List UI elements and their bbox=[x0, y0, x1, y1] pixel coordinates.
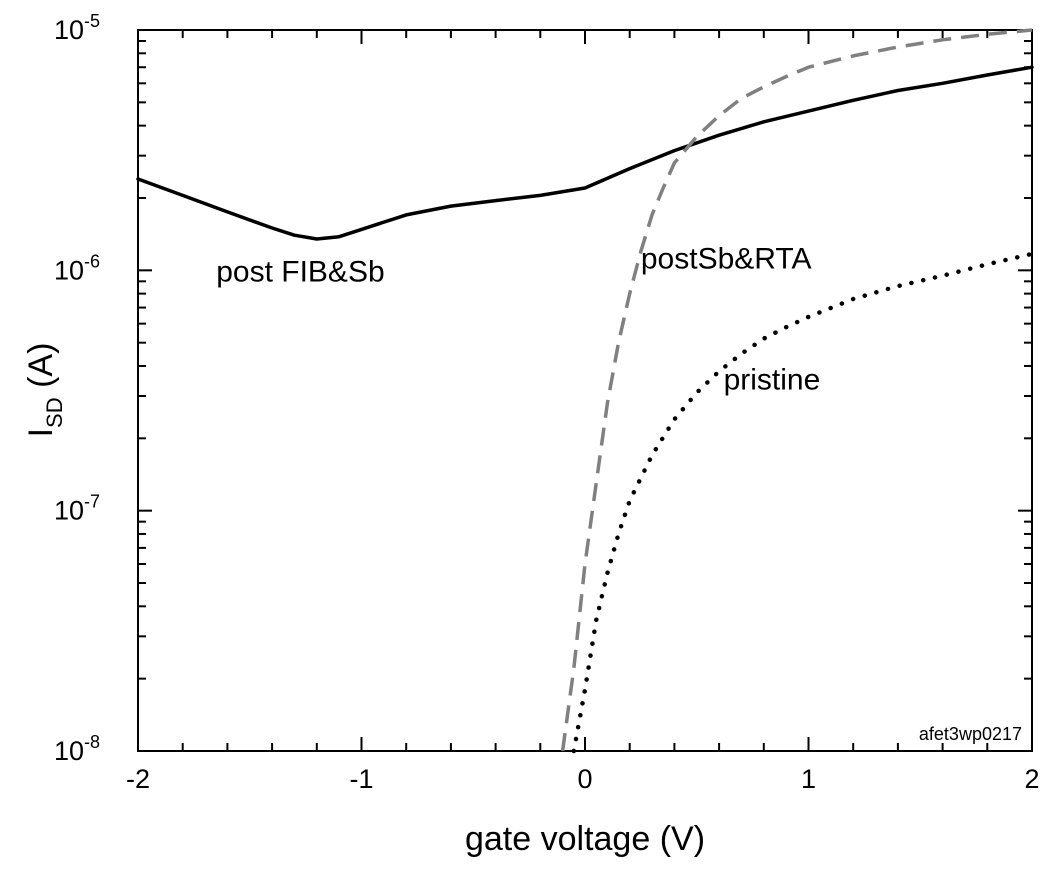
x-tick-label: 0 bbox=[577, 764, 592, 794]
curve-annotation: postSb&RTA bbox=[641, 242, 812, 275]
watermark-label: afet3wp0217 bbox=[919, 724, 1022, 744]
series-line-solid bbox=[136, 65, 1034, 241]
y-tick-label: 10-7 bbox=[54, 492, 100, 526]
x-tick-label: -1 bbox=[349, 764, 373, 794]
curve-annotation: post FIB&Sb bbox=[216, 255, 384, 288]
series-layer bbox=[136, 28, 1035, 754]
y-axis-label-unit: (A) bbox=[22, 343, 60, 398]
ticks-layer bbox=[137, 29, 1033, 752]
x-tick-label: 2 bbox=[1024, 764, 1039, 794]
plot-frame bbox=[137, 29, 1033, 752]
labels-layer: -2 -1 0 1 2 10-8 10-7 10-6 10-5 post FIB&Sb postSb… bbox=[54, 11, 1040, 794]
y-tick-label: 10-6 bbox=[54, 251, 100, 285]
x-tick-label: 1 bbox=[801, 764, 816, 794]
x-axis-label: gate voltage (V) bbox=[465, 820, 705, 858]
y-axis-label-subscript: SD bbox=[42, 397, 67, 428]
y-axis-label: ISD (A) bbox=[22, 343, 67, 438]
y-tick-label: 10-8 bbox=[54, 732, 100, 766]
series-line-dashed bbox=[560, 28, 1033, 752]
y-tick-label: 10-5 bbox=[54, 11, 100, 45]
curve-annotation: pristine bbox=[724, 363, 821, 396]
x-tick-label: -2 bbox=[126, 764, 150, 794]
series-line-dotted bbox=[571, 251, 1035, 754]
y-axis-label-main: I bbox=[22, 428, 60, 437]
